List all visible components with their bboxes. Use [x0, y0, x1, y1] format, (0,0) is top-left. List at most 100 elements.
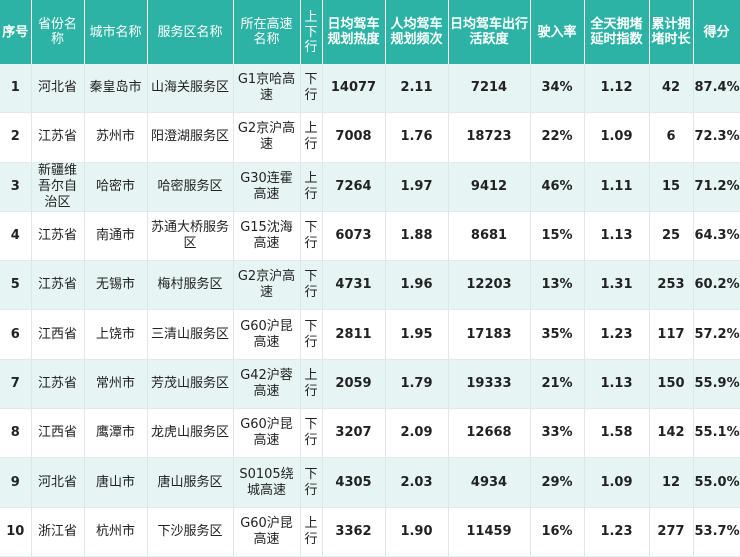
cell-planning-heat: 3207: [322, 408, 386, 459]
cell-congestion-duration: 15: [649, 162, 694, 212]
cell-province: 河北省: [31, 64, 85, 114]
cell-congestion-index: 1.12: [584, 64, 650, 114]
cell-trip-activity: 11459: [448, 507, 531, 557]
cell-rank: 4: [0, 211, 32, 262]
cell-service-area: 三清山服务区: [147, 309, 234, 360]
table-row: 9 河北省 唐山市 唐山服务区 S0105绕城高速 下行 4305 2.03 4934 29% 1.…: [0, 457, 740, 508]
header-planning-heat: 日均驾车规划热度: [322, 0, 386, 64]
cell-entry-rate: 21%: [530, 359, 585, 410]
cell-rank: 1: [0, 64, 32, 114]
cell-province: 江苏省: [31, 211, 85, 262]
cell-rank: 6: [0, 309, 32, 360]
header-row: 序号 省份名称 城市名称 服务区名称 所在高速名称 上下行 日均驾车规划热度 人…: [0, 0, 740, 64]
cell-entry-rate: 34%: [530, 64, 585, 114]
cell-score: 64.3%: [693, 211, 740, 262]
table-row: 3 新疆维吾尔自治区 哈密市 哈密服务区 G30连霍高速 上行 7264 1.97 9412 46…: [0, 162, 740, 212]
cell-rank: 7: [0, 359, 32, 410]
cell-direction: 下行: [300, 64, 323, 114]
cell-score: 55.0%: [693, 457, 740, 508]
cell-congestion-index: 1.23: [584, 507, 650, 557]
cell-direction: 上行: [300, 507, 323, 557]
cell-congestion-index: 1.11: [584, 162, 650, 212]
table-row: 2 江苏省 苏州市 阳澄湖服务区 G2京沪高速 上行 7008 1.76 18723 22% 1.0…: [0, 112, 740, 163]
cell-congestion-duration: 150: [649, 359, 694, 410]
cell-planning-frequency: 2.09: [385, 408, 449, 459]
cell-rank: 10: [0, 507, 32, 557]
cell-congestion-duration: 25: [649, 211, 694, 262]
table-row: 6 江西省 上饶市 三清山服务区 G60沪昆高速 下行 2811 1.95 17183 35% 1.…: [0, 309, 740, 360]
header-highway: 所在高速名称: [233, 0, 301, 64]
cell-city: 上饶市: [84, 309, 148, 360]
cell-entry-rate: 13%: [530, 260, 585, 311]
cell-rank: 9: [0, 457, 32, 508]
cell-service-area: 龙虎山服务区: [147, 408, 234, 459]
cell-city: 鹰潭市: [84, 408, 148, 459]
cell-city: 哈密市: [84, 162, 148, 212]
cell-rank: 5: [0, 260, 32, 311]
cell-direction: 下行: [300, 309, 323, 360]
cell-entry-rate: 33%: [530, 408, 585, 459]
cell-highway: G1京哈高速: [233, 64, 301, 114]
cell-province: 河北省: [31, 457, 85, 508]
cell-trip-activity: 9412: [448, 162, 531, 212]
cell-highway: G15沈海高速: [233, 211, 301, 262]
table-row: 8 江西省 鹰潭市 龙虎山服务区 G60沪昆高速 下行 3207 2.09 12668 33% 1.…: [0, 408, 740, 459]
cell-planning-heat: 3362: [322, 507, 386, 557]
cell-province: 江苏省: [31, 359, 85, 410]
header-trip-activity: 日均驾车出行活跃度: [448, 0, 531, 64]
cell-score: 72.3%: [693, 112, 740, 163]
header-score: 得分: [693, 0, 740, 64]
cell-service-area: 芳茂山服务区: [147, 359, 234, 410]
cell-service-area: 山海关服务区: [147, 64, 234, 114]
cell-direction: 下行: [300, 457, 323, 508]
cell-province: 新疆维吾尔自治区: [31, 162, 85, 212]
cell-service-area: 苏通大桥服务区: [147, 211, 234, 262]
cell-score: 55.1%: [693, 408, 740, 459]
cell-congestion-index: 1.13: [584, 211, 650, 262]
cell-trip-activity: 17183: [448, 309, 531, 360]
cell-planning-frequency: 1.79: [385, 359, 449, 410]
cell-congestion-duration: 253: [649, 260, 694, 311]
cell-city: 常州市: [84, 359, 148, 410]
header-entry-rate: 驶入率: [530, 0, 585, 64]
cell-congestion-duration: 6: [649, 112, 694, 163]
cell-direction: 下行: [300, 408, 323, 459]
cell-score: 60.2%: [693, 260, 740, 311]
cell-congestion-index: 1.23: [584, 309, 650, 360]
cell-congestion-duration: 42: [649, 64, 694, 114]
header-congestion-index: 全天拥堵延时指数: [584, 0, 650, 64]
cell-trip-activity: 4934: [448, 457, 531, 508]
header-direction: 上下行: [300, 0, 323, 64]
cell-service-area: 唐山服务区: [147, 457, 234, 508]
cell-highway: G2京沪高速: [233, 112, 301, 163]
cell-service-area: 下沙服务区: [147, 507, 234, 557]
cell-city: 南通市: [84, 211, 148, 262]
cell-highway: G42沪蓉高速: [233, 359, 301, 410]
cell-city: 无锡市: [84, 260, 148, 311]
cell-highway: G2京沪高速: [233, 260, 301, 311]
cell-planning-frequency: 1.96: [385, 260, 449, 311]
cell-planning-heat: 2811: [322, 309, 386, 360]
cell-service-area: 哈密服务区: [147, 162, 234, 212]
cell-province: 江苏省: [31, 112, 85, 163]
cell-planning-heat: 7264: [322, 162, 386, 212]
cell-province: 江西省: [31, 309, 85, 360]
cell-score: 55.9%: [693, 359, 740, 410]
cell-rank: 8: [0, 408, 32, 459]
cell-planning-frequency: 1.88: [385, 211, 449, 262]
cell-congestion-duration: 277: [649, 507, 694, 557]
cell-planning-frequency: 1.90: [385, 507, 449, 557]
cell-city: 苏州市: [84, 112, 148, 163]
header-planning-frequency: 人均驾车规划频次: [385, 0, 449, 64]
cell-highway: G60沪昆高速: [233, 309, 301, 360]
cell-planning-frequency: 2.03: [385, 457, 449, 508]
cell-congestion-index: 1.09: [584, 457, 650, 508]
cell-direction: 上行: [300, 359, 323, 410]
cell-entry-rate: 15%: [530, 211, 585, 262]
cell-planning-heat: 7008: [322, 112, 386, 163]
header-city: 城市名称: [84, 0, 148, 64]
cell-planning-frequency: 1.97: [385, 162, 449, 212]
cell-entry-rate: 35%: [530, 309, 585, 360]
cell-congestion-index: 1.09: [584, 112, 650, 163]
